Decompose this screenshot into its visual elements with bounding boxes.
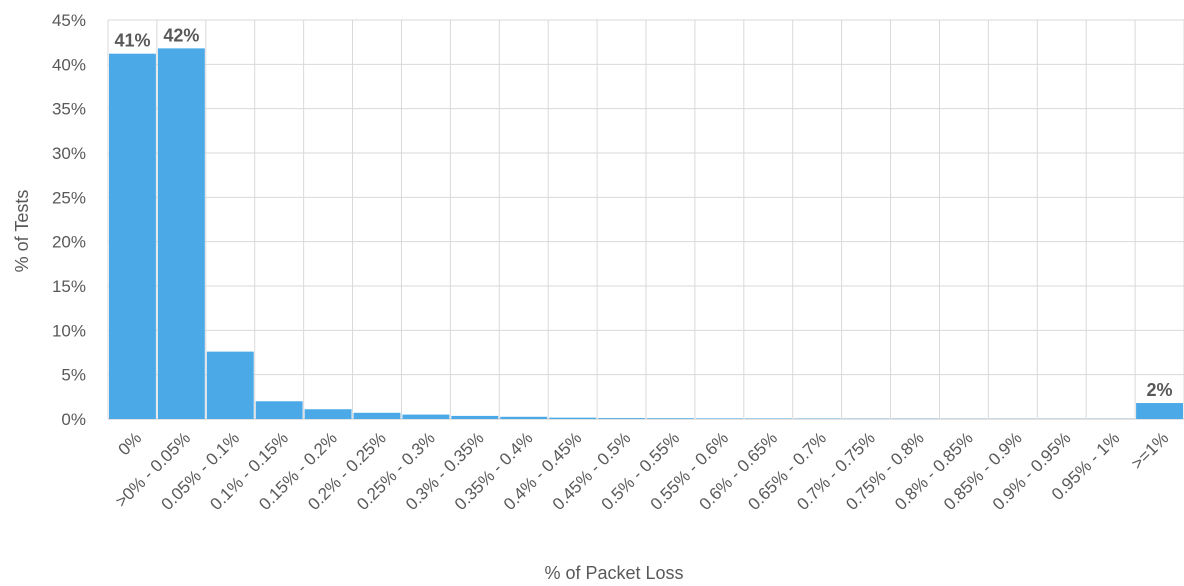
bar <box>451 415 499 419</box>
data-label: 2% <box>1147 380 1173 400</box>
bars <box>109 48 1183 420</box>
bar <box>206 351 254 419</box>
y-tick-label: 5% <box>61 366 86 385</box>
bar <box>304 409 352 419</box>
y-axis-title: % of Tests <box>12 190 32 273</box>
bar <box>255 401 303 419</box>
y-tick-label: 0% <box>61 410 86 429</box>
bar <box>353 412 401 419</box>
data-labels: 41% 42% 2% <box>114 25 1172 400</box>
x-axis-title: % of Packet Loss <box>544 563 683 583</box>
bar <box>402 414 450 419</box>
y-tick-label: 25% <box>52 188 86 207</box>
y-tick-label: 15% <box>52 277 86 296</box>
bar <box>109 53 156 420</box>
y-tick-label: 20% <box>52 233 86 252</box>
data-label: 41% <box>114 31 150 51</box>
gridlines <box>107 19 1184 420</box>
y-tick-label: 10% <box>52 321 86 340</box>
x-axis-ticks: 0%>0% - 0.05%0.05% - 0.1%0.1% - 0.15%0.1… <box>112 428 1173 514</box>
data-label: 42% <box>163 25 199 45</box>
bar <box>647 418 694 419</box>
bar <box>695 418 743 419</box>
bar <box>549 417 597 419</box>
bar <box>598 418 645 419</box>
y-tick-label: 45% <box>52 11 86 30</box>
y-tick-label: 30% <box>52 144 86 163</box>
y-axis-ticks: 0% 5% 10% 15% 20% 25% 30% 35% 40% 45% <box>52 11 86 429</box>
x-tick-label: >=1% <box>1128 428 1173 473</box>
y-tick-label: 35% <box>52 100 86 119</box>
bar <box>157 48 205 420</box>
bar <box>500 416 548 419</box>
y-tick-label: 40% <box>52 55 86 74</box>
x-tick-label: 0% <box>114 428 145 459</box>
bar <box>1136 403 1183 419</box>
